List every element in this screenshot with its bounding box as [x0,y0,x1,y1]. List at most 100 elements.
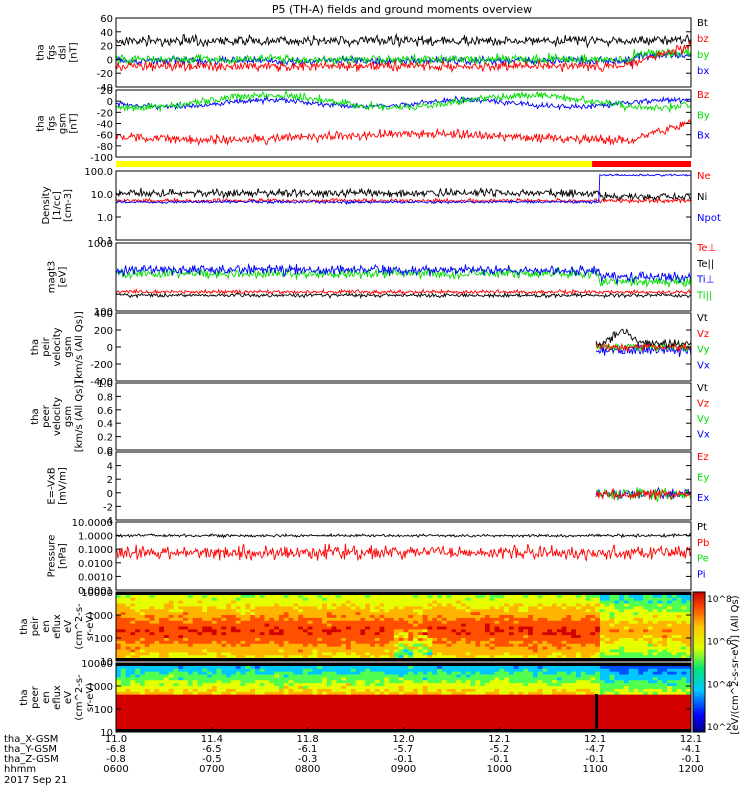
spectrogram-cell [676,594,682,599]
spectrogram-cell [216,649,222,653]
spectrogram-cell [576,635,582,639]
spectrogram-cell [183,706,189,710]
spectrogram-cell [580,635,586,639]
spectrogram-cell [250,711,256,716]
spectrogram-cell [307,703,313,707]
spectrogram-cell [202,638,208,642]
spectrogram-cell [250,603,256,607]
y-tick-label: -60 [97,131,113,142]
spectrogram-cell [676,597,682,602]
spectrogram-cell [283,615,289,619]
spectrogram-cell [274,688,280,693]
spectrogram-cell [187,638,194,642]
spectrogram-cell [135,626,141,630]
spectrogram-cell [240,665,246,670]
spectrogram-cell [254,677,261,681]
spectrogram-cell [374,703,380,707]
spectrogram-cell [130,606,136,610]
spectrogram-cell [173,597,179,602]
spectrogram-cell [264,635,270,639]
spectrogram-cell [681,646,687,650]
spectrogram-cell [408,600,414,604]
spectrogram-cell [144,615,150,619]
spectrogram-cell [197,635,203,639]
spectrogram-cell [269,597,275,602]
spectrogram-cell [427,640,433,645]
spectrogram-cell [240,632,246,636]
spectrogram-cell [149,714,155,719]
spectrogram-cell [571,620,577,625]
spectrogram-cell [173,677,179,681]
spectrogram-cell [278,677,285,681]
spectrogram-cell [508,646,515,650]
spectrogram-cell [398,711,404,716]
spectrogram-cell [571,612,577,616]
spectrogram-cell [116,714,122,719]
spectrogram-cell [580,652,586,656]
spectrogram-cell [250,612,256,616]
spectrogram-cell [379,680,385,684]
spectrogram-cell [398,623,404,627]
spectrogram-cell [293,683,299,687]
spectrogram-cell [619,640,625,645]
spectrogram-cell [408,700,414,704]
spectrogram-cell [614,638,620,642]
spectrogram-cell [207,652,213,656]
spectrogram-cell [580,612,586,616]
spectrogram-cell [374,711,380,716]
spectrogram-cell [187,700,194,704]
y-tick-label: 0.0100 [78,559,113,570]
spectrogram-cell [207,717,213,721]
spectrogram-cell [341,677,347,681]
spectrogram-cell [523,626,529,630]
spectrogram-cell [422,674,428,678]
spectrogram-cell [604,606,610,610]
spectrogram-cell [207,655,213,659]
spectrogram-cell [681,600,687,604]
spectrogram-cell [216,652,222,656]
spectrogram-cell [374,652,380,656]
spectrogram-cell [331,717,337,721]
spectrogram-cell [130,683,136,687]
spectrogram-cell [240,649,246,653]
spectrogram-cell [456,606,462,610]
spectrogram-cell [667,612,673,616]
spectrogram-cell [465,600,471,604]
spectrogram-cell [393,680,400,684]
spectrogram-cell [159,652,165,656]
spectrogram-cell [643,597,649,602]
spectrogram-cell [671,623,678,627]
spectrogram-cell [494,652,500,656]
spectrogram-cell [461,723,467,727]
spectrogram-cell [221,688,227,693]
spectrogram-cell [590,609,596,613]
spectrogram-cell [475,683,481,687]
spectrogram-cell [470,612,476,616]
spectrogram-cell [298,652,304,656]
spectrogram-cell [451,632,457,636]
spectrogram-cell [120,612,126,616]
spectrogram-cell [254,623,261,627]
spectrogram-cell [269,711,275,716]
spectrogram-cell [413,600,419,604]
spectrogram-cell [489,635,495,639]
spectrogram-cell [221,600,227,604]
spectrogram-cell [302,726,309,730]
spectrogram-cell [125,700,131,704]
spectrogram-cell [149,700,155,704]
spectrogram-cell [360,717,366,721]
spectrogram-cell [211,723,218,727]
spectrogram-cell [183,594,189,599]
spectrogram-cell [609,655,615,659]
spectrogram-cell [240,671,246,675]
spectrogram-cell [475,674,481,678]
spectrogram-cell [518,600,524,604]
spectrogram-cell [465,603,471,607]
spectrogram-cell [216,674,222,678]
legend-entry: Vy [697,345,710,356]
spectrogram-cell [154,723,160,727]
spectrogram-cell [312,703,318,707]
spectrogram-cell [240,620,246,625]
spectrogram-cell [264,726,270,730]
